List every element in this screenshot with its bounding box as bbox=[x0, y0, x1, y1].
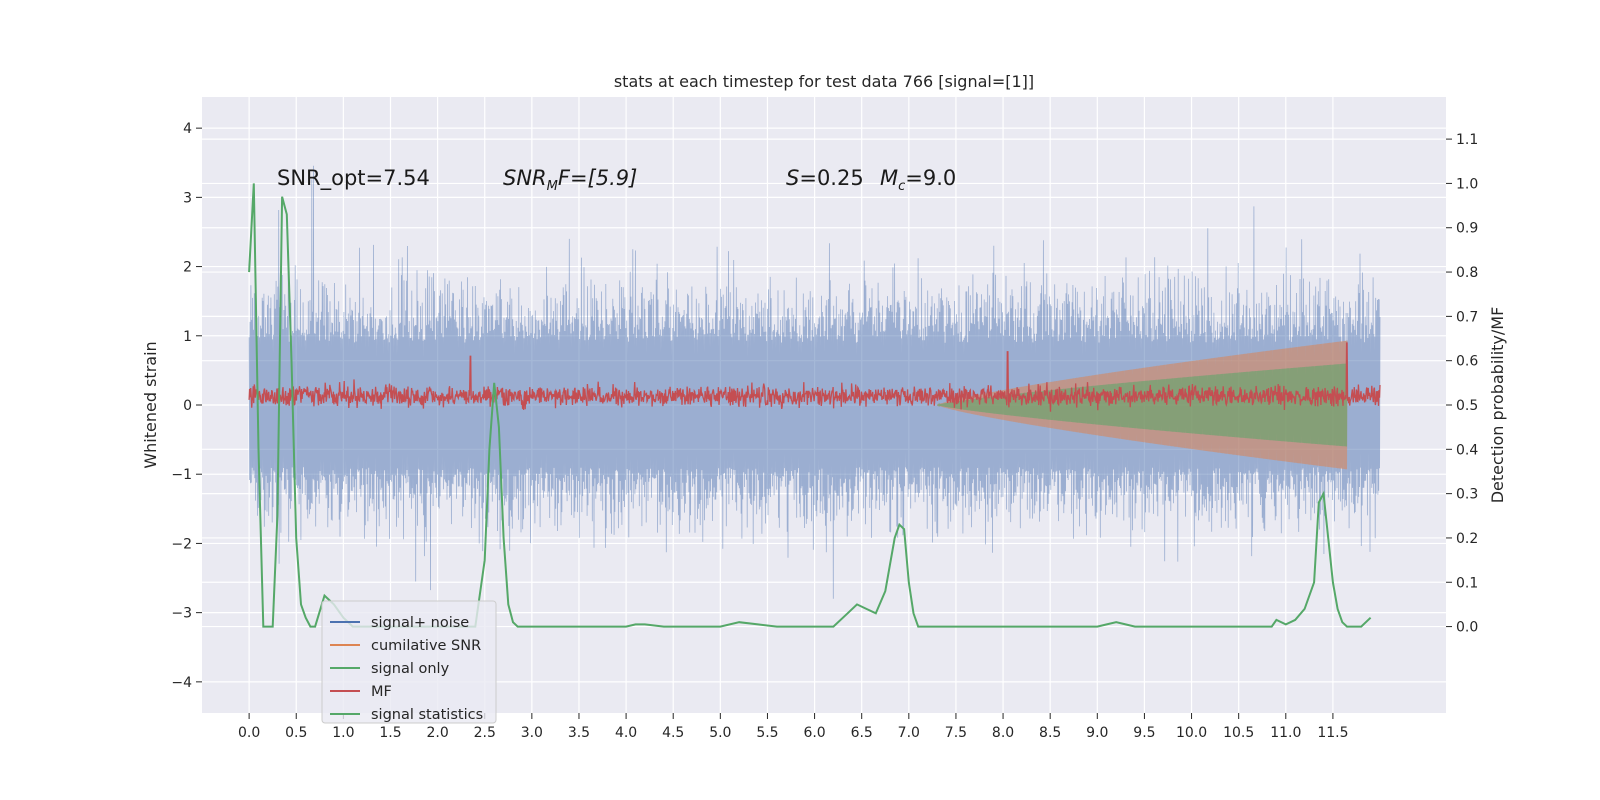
y2-tick-label: 0.0 bbox=[1456, 620, 1478, 636]
y2-tick-label: 0.1 bbox=[1456, 575, 1478, 591]
chart-title: stats at each timestep for test data 766… bbox=[614, 72, 1034, 91]
annotation-snr-opt: SNR_opt=7.54 bbox=[277, 166, 430, 191]
x-tick-label: 1.0 bbox=[332, 725, 354, 741]
x-tick-label: 5.0 bbox=[709, 725, 731, 741]
x-tick-label: 8.5 bbox=[1039, 725, 1061, 741]
x-tick-label: 7.0 bbox=[898, 725, 920, 741]
annotation-snr-mf-subscript: M bbox=[547, 179, 558, 194]
series-mf bbox=[248, 342, 1381, 412]
annotation-s-value: =0.25 bbox=[799, 166, 863, 190]
legend: signal+ noise cumilative SNR signal only MF… bbox=[321, 600, 497, 724]
legend-label: signal only bbox=[371, 661, 450, 677]
annotation-mc-symbol: M bbox=[880, 166, 898, 190]
x-tick-label: 8.0 bbox=[992, 725, 1014, 741]
y2-axis-label: Detection probability/MF bbox=[1488, 307, 1507, 504]
x-tick-label: 11.5 bbox=[1317, 725, 1348, 741]
x-tick-label: 4.5 bbox=[662, 725, 684, 741]
y-tick-label: −2 bbox=[171, 536, 192, 552]
legend-label: cumilative SNR bbox=[371, 638, 481, 654]
y2-tick-label: 0.4 bbox=[1456, 442, 1478, 458]
y2-tick-label: 0.6 bbox=[1456, 354, 1478, 370]
annotation-snr-mf: SNRMF=[5.9] bbox=[503, 166, 637, 194]
annotation-mc-value: =9.0 bbox=[905, 166, 956, 190]
y-tick-label: 0 bbox=[183, 398, 192, 414]
annotation-snr-mf-rest: F=[5.9] bbox=[558, 166, 637, 190]
x-axis: 0.0 0.5 1.0 1.5 2.0 2.5 3.0 3.5 4.0 4.5 5.0 5.5 6.0 6… bbox=[238, 713, 1348, 741]
x-tick-label: 2.0 bbox=[426, 725, 448, 741]
x-tick-label: 1.5 bbox=[379, 725, 401, 741]
y-axis-left: −4 −3 −2 −1 0 1 2 3 4 bbox=[171, 121, 202, 691]
series-signal-statistics bbox=[248, 183, 1372, 628]
x-tick-label: 0.0 bbox=[238, 725, 260, 741]
y2-tick-label: 0.7 bbox=[1456, 309, 1478, 325]
y2-tick-label: 1.0 bbox=[1456, 176, 1478, 192]
annotation-snr-mf-symbol: SNR bbox=[503, 166, 547, 190]
series-layer bbox=[248, 165, 1381, 628]
x-tick-label: 6.0 bbox=[803, 725, 825, 741]
y-tick-label: −1 bbox=[171, 467, 192, 483]
annotation-mc: Mc=9.0 bbox=[880, 166, 956, 194]
y2-tick-label: 0.5 bbox=[1456, 398, 1478, 414]
y-tick-label: 3 bbox=[183, 190, 192, 206]
y2-tick-label: 0.3 bbox=[1456, 487, 1478, 503]
y-tick-label: 1 bbox=[183, 329, 192, 345]
annotation-s-symbol: S bbox=[786, 166, 799, 190]
annotation-s: S=0.25 bbox=[786, 166, 864, 190]
annotation-mc-subscript: c bbox=[898, 179, 905, 194]
y-axis-label: Whitened strain bbox=[141, 341, 160, 468]
y2-tick-label: 0.8 bbox=[1456, 265, 1478, 281]
legend-label: signal+ noise bbox=[371, 615, 469, 631]
y-tick-label: −3 bbox=[171, 606, 192, 622]
y-tick-label: 2 bbox=[183, 260, 192, 276]
legend-label: signal statistics bbox=[371, 707, 483, 723]
y-tick-label: −4 bbox=[171, 675, 192, 691]
x-tick-label: 2.5 bbox=[474, 725, 496, 741]
x-tick-label: 11.0 bbox=[1270, 725, 1301, 741]
x-tick-label: 9.5 bbox=[1133, 725, 1155, 741]
series-cumulative-snr bbox=[936, 340, 1348, 470]
x-tick-label: 3.0 bbox=[521, 725, 543, 741]
legend-label: MF bbox=[371, 684, 392, 700]
x-tick-label: 9.0 bbox=[1086, 725, 1108, 741]
x-tick-label: 10.0 bbox=[1176, 725, 1207, 741]
legend-box bbox=[321, 600, 497, 724]
y-tick-label: 4 bbox=[183, 121, 192, 137]
x-tick-label: 10.5 bbox=[1223, 725, 1254, 741]
x-tick-label: 5.5 bbox=[756, 725, 778, 741]
y2-tick-label: 0.2 bbox=[1456, 531, 1478, 547]
y-axis-right: 0.0 0.1 0.2 0.3 0.4 0.5 0.6 0.7 0.8 0.9 1.0 1.1 bbox=[1446, 132, 1478, 636]
y2-tick-label: 0.9 bbox=[1456, 221, 1478, 237]
x-tick-label: 7.5 bbox=[945, 725, 967, 741]
x-tick-label: 3.5 bbox=[568, 725, 590, 741]
y2-tick-label: 1.1 bbox=[1456, 132, 1478, 148]
x-tick-label: 4.0 bbox=[615, 725, 637, 741]
x-tick-label: 6.5 bbox=[851, 725, 873, 741]
x-tick-label: 0.5 bbox=[285, 725, 307, 741]
